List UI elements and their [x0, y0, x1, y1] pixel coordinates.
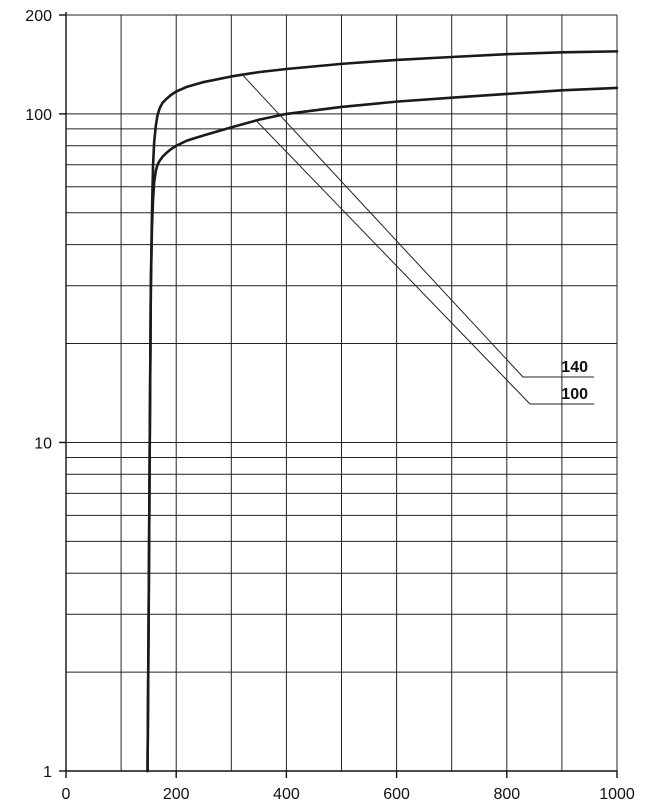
- x-tick-label: 1000: [599, 786, 635, 803]
- series-layer: [146, 50, 619, 773]
- y-tick-label: 200: [25, 8, 52, 25]
- x-tick-label: 400: [273, 786, 300, 803]
- axis-layer: 0 200 400 600 800 1000 1 10 100 200: [25, 8, 635, 803]
- x-tick-label: 800: [493, 786, 520, 803]
- leader-line-140: [241, 74, 594, 378]
- grid-layer: [66, 14, 618, 771]
- series-line-100: [146, 86, 619, 773]
- y-tick-label: 10: [34, 435, 52, 452]
- label-layer: 140 100: [241, 74, 594, 405]
- series-line-140: [146, 50, 619, 773]
- series-label-140: 140: [561, 359, 588, 376]
- x-tick-label: 600: [383, 786, 410, 803]
- series-label-100: 100: [561, 386, 588, 403]
- x-tick-label: 200: [163, 786, 190, 803]
- y-tick-label: 100: [25, 107, 52, 124]
- x-tick-label: 0: [62, 786, 71, 803]
- leader-line-100: [255, 120, 594, 405]
- y-tick-label: 1: [43, 764, 52, 781]
